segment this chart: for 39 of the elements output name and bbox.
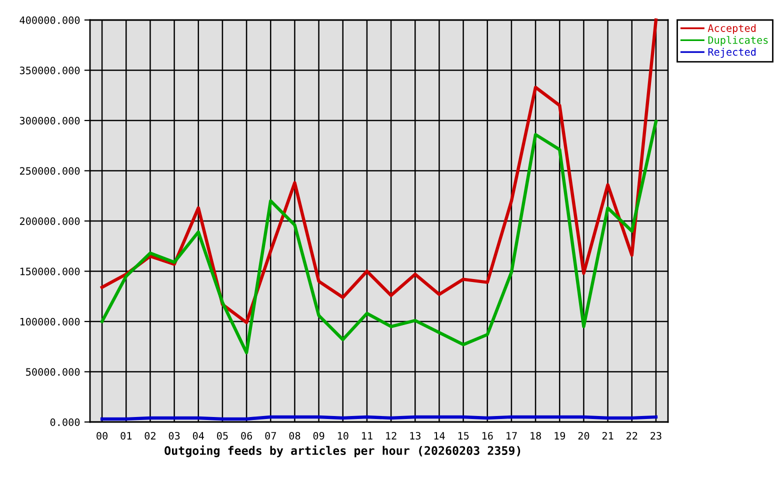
x-tick-label: 05 [217, 432, 228, 440]
y-tick-label: 150000.000 [20, 268, 80, 276]
y-tick-label: 100000.000 [20, 318, 80, 326]
x-tick-label: 02 [144, 432, 156, 440]
x-tick-label: 00 [96, 432, 108, 440]
legend-label: Duplicates [708, 36, 768, 46]
x-axis-title: Outgoing feeds by articles per hour (20260203 2359) [164, 445, 520, 458]
x-tick-label: 21 [602, 432, 614, 440]
x-tick-label: 06 [241, 432, 252, 440]
x-tick-label: 03 [168, 432, 180, 440]
x-tick-label: 16 [482, 432, 493, 440]
y-tick-label: 350000.000 [20, 66, 80, 74]
y-tick-label: 200000.000 [20, 217, 80, 226]
x-tick-label: 22 [626, 432, 638, 440]
x-tick-label: 10 [338, 432, 348, 440]
line-series [100, 120, 658, 354]
y-tick-label: 0.000 [50, 418, 80, 426]
x-tick-label: 23 [650, 432, 662, 440]
x-tick-label: 08 [289, 432, 300, 440]
y-tick-label: 400000.000 [20, 16, 80, 24]
x-tick-label: 07 [265, 432, 276, 440]
y-tick-label: 300000.000 [20, 116, 80, 125]
x-tick-label: 04 [192, 432, 204, 440]
line-series [100, 18, 658, 324]
y-tick-label: 250000.000 [20, 167, 80, 175]
x-tick-label: 01 [120, 432, 132, 440]
x-tick-label: 17 [506, 432, 517, 440]
x-tick-label: 19 [554, 432, 566, 440]
x-tick-label: 11 [362, 432, 372, 440]
x-tick-label: 13 [410, 432, 420, 440]
x-tick-label: 20 [578, 432, 590, 440]
y-tick-label: 50000.000 [26, 368, 80, 376]
x-tick-label: 09 [313, 432, 324, 440]
x-tick-label: 15 [458, 432, 469, 440]
legend-label: Rejected [708, 48, 756, 58]
x-tick-label: 18 [530, 432, 541, 440]
x-tick-label: 14 [434, 432, 445, 440]
x-tick-label: 12 [386, 432, 396, 440]
legend-label: Accepted [708, 24, 756, 34]
